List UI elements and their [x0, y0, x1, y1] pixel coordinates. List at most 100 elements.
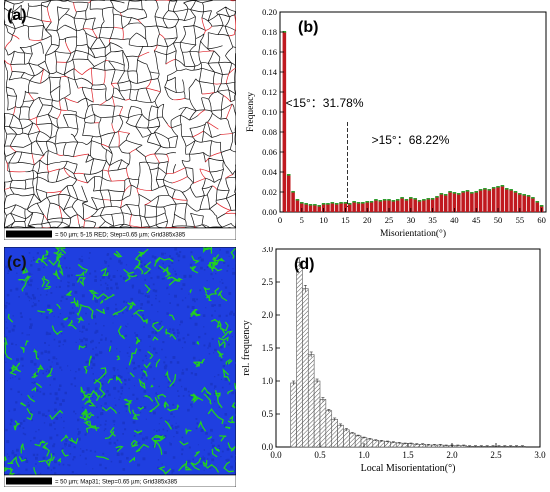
bar-cap: [461, 191, 465, 193]
bar-cap: [413, 198, 417, 200]
scale-bar-text: = 50 µm; Map31; Step=0.65 µm; Grid385x38…: [55, 480, 178, 486]
bar: [361, 203, 365, 212]
bar: [317, 206, 322, 212]
bar-cap: [483, 188, 487, 190]
plot-frame: [279, 11, 547, 213]
bar-cap: [352, 201, 356, 203]
x-tick-label: 0: [278, 215, 282, 225]
x-tick-label: 15: [341, 215, 350, 225]
bar-cap: [300, 202, 304, 204]
bar: [457, 194, 461, 212]
bar: [384, 441, 391, 448]
bar-cap: [295, 199, 300, 201]
bar-cap: [382, 199, 387, 201]
bar-cap: [400, 197, 404, 199]
bar: [304, 204, 308, 212]
bar-cap: [395, 199, 400, 201]
bar-cap: [518, 193, 522, 195]
y-tick-label: 0.06: [262, 147, 277, 157]
y-axis-label: rel. frequency: [241, 320, 252, 376]
bar-cap: [304, 203, 308, 205]
bar-cap: [317, 205, 322, 207]
misorientation-histogram-panel: 0 5 10 15 20 25 30 35 40 45 50 55 60 0.00 0.02 0.04 0.06…: [240, 0, 550, 245]
y-tick-label: 0.10: [262, 107, 277, 117]
bar: [422, 200, 426, 212]
bar: [439, 194, 444, 212]
bar-cap: [330, 202, 335, 204]
x-tick-label: 10: [319, 215, 328, 225]
x-tick-label: 2.5: [490, 450, 502, 460]
bar: [461, 192, 465, 212]
x-tick-label: 35: [428, 215, 437, 225]
x-tick-label: 0.5: [314, 450, 326, 460]
green-strain-lines: [4, 246, 237, 476]
bar-cap: [343, 202, 348, 204]
y-tick-label: 0.0: [262, 442, 274, 452]
bar-cap: [470, 192, 474, 194]
y-tick-label: 0.12: [262, 87, 277, 97]
bar-cap: [452, 192, 457, 194]
bar: [337, 424, 344, 448]
bar: [518, 194, 522, 212]
bar: [282, 32, 287, 212]
bar-cap: [448, 191, 452, 193]
bar-cap: [487, 189, 492, 191]
low-angle-boundary-lines: [4, 0, 237, 229]
bar: [347, 204, 352, 212]
bar: [452, 193, 457, 212]
bar: [430, 199, 435, 212]
bar: [325, 410, 333, 448]
map-background: [3, 246, 237, 476]
high-angle-fraction-label: >15°：68.22%: [372, 133, 450, 147]
bar: [417, 201, 422, 212]
bar: [426, 199, 431, 212]
bar-cap: [443, 194, 448, 196]
bar: [465, 191, 470, 212]
y-tick-label: 0.16: [262, 47, 277, 57]
bar-cap: [391, 200, 396, 202]
bar: [300, 203, 304, 212]
x-axis-label: Misorientation(°): [380, 228, 446, 239]
y-tick-label: 2.0: [262, 310, 274, 320]
bar-cap: [426, 198, 431, 200]
bar: [356, 203, 361, 212]
bar: [478, 190, 483, 212]
bar: [504, 189, 509, 212]
y-tick-label: 1.5: [262, 343, 274, 353]
bar-cap: [474, 191, 479, 193]
grain-boundary-lines: [3, 0, 237, 229]
bar: [326, 204, 330, 212]
bar: [496, 187, 500, 212]
bar-cap: [457, 193, 461, 195]
bar: [522, 195, 526, 212]
bar-cap: [478, 189, 483, 191]
x-tick-label: 20: [363, 215, 372, 225]
y-tick-label: 0.5: [262, 409, 274, 419]
bar: [349, 432, 356, 448]
bar: [448, 192, 452, 212]
y-tick-label: 0.14: [262, 67, 278, 77]
kernel-misorientation-map: = 50 µm; Map31; Step=0.65 µm; Grid385x38…: [3, 246, 239, 488]
bar: [400, 198, 404, 212]
bar-cap: [522, 194, 526, 196]
y-tick-label: 0.02: [262, 187, 277, 197]
bar: [308, 205, 313, 212]
bar: [491, 188, 496, 212]
x-tick-label: 1.5: [402, 450, 414, 460]
bar: [313, 205, 317, 212]
bar-cap: [539, 205, 544, 207]
y-tick-label: 0.20: [262, 7, 277, 17]
bar-cap: [378, 200, 383, 202]
bar-cap: [308, 204, 313, 206]
bar-cap: [435, 196, 439, 198]
bar-cap: [334, 203, 339, 205]
bar: [296, 261, 303, 448]
bar: [413, 199, 417, 212]
bar-cap: [439, 193, 444, 195]
bar: [365, 202, 369, 212]
bar: [382, 200, 387, 212]
bar-cap: [404, 199, 409, 201]
x-tick-label: 55: [516, 215, 525, 225]
bar: [483, 189, 487, 212]
bar-cap: [291, 191, 295, 193]
